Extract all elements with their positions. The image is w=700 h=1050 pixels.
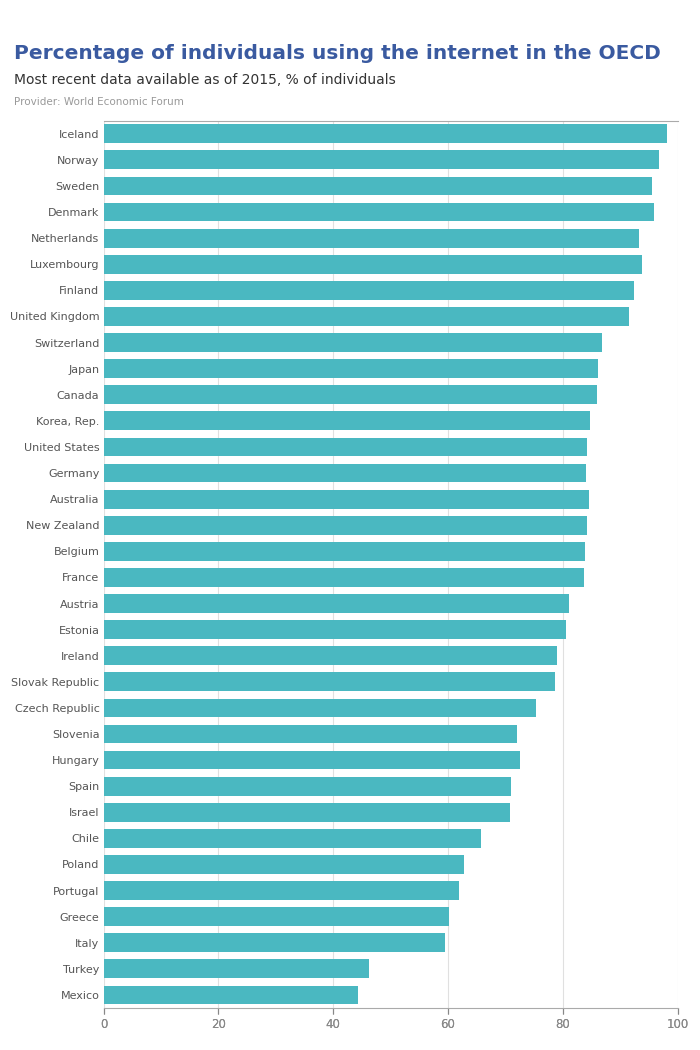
Text: Most recent data available as of 2015, % of individuals: Most recent data available as of 2015, %… [14, 74, 395, 87]
Bar [104, 333, 602, 352]
Bar [104, 203, 654, 222]
Bar [104, 176, 652, 195]
Bar [104, 751, 519, 770]
Bar [104, 803, 510, 822]
Bar [104, 933, 445, 952]
Bar [104, 568, 584, 587]
Bar [104, 464, 586, 482]
Bar [104, 986, 358, 1005]
Bar [104, 438, 587, 457]
Bar [104, 150, 659, 169]
Text: Percentage of individuals using the internet in the OECD: Percentage of individuals using the inte… [14, 44, 661, 63]
Bar [104, 542, 584, 561]
Bar [104, 881, 459, 900]
Bar [104, 255, 642, 274]
Bar [104, 777, 511, 796]
Bar [104, 855, 464, 874]
Bar [104, 698, 536, 717]
Bar [104, 647, 557, 665]
Bar [104, 307, 629, 326]
Bar [104, 385, 597, 404]
Bar [104, 830, 482, 847]
Bar [104, 359, 598, 378]
Bar [104, 621, 566, 639]
Bar [104, 516, 587, 534]
Bar [104, 907, 449, 926]
Bar [104, 594, 568, 613]
Bar [104, 960, 370, 979]
Text: Provider: World Economic Forum: Provider: World Economic Forum [14, 97, 184, 107]
Text: figure.nz: figure.nz [581, 14, 666, 32]
Bar [104, 124, 667, 143]
Bar [104, 281, 634, 299]
Bar [104, 724, 517, 743]
Bar [104, 489, 589, 508]
Bar [104, 412, 590, 430]
Bar [104, 229, 638, 248]
Bar [104, 672, 555, 691]
